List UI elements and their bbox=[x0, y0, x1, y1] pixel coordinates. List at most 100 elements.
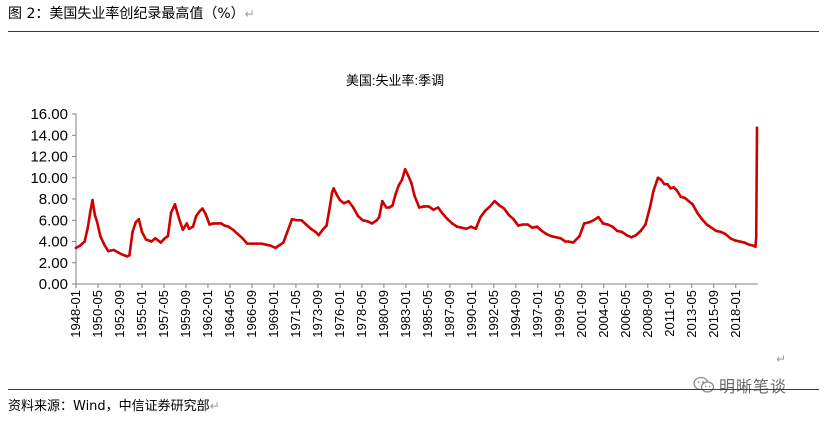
data-point bbox=[733, 239, 737, 242]
data-point bbox=[150, 240, 153, 243]
data-point bbox=[432, 208, 435, 211]
data-point bbox=[397, 183, 401, 187]
data-point bbox=[615, 229, 619, 233]
data-point bbox=[88, 211, 92, 215]
data-point bbox=[264, 243, 268, 246]
data-point bbox=[400, 178, 404, 182]
data-point bbox=[554, 235, 558, 239]
data-point bbox=[181, 228, 185, 232]
data-point bbox=[728, 237, 732, 240]
data-point bbox=[410, 181, 413, 185]
data-point bbox=[330, 191, 334, 194]
data-point bbox=[446, 217, 449, 221]
y-tick-label: 4.00 bbox=[39, 234, 68, 251]
data-point bbox=[361, 218, 365, 222]
data-point bbox=[564, 240, 567, 243]
data-point bbox=[696, 211, 699, 215]
data-point bbox=[394, 192, 397, 195]
data-point bbox=[102, 243, 106, 246]
data-point bbox=[498, 204, 501, 207]
data-point bbox=[134, 221, 137, 224]
data-point bbox=[754, 235, 758, 239]
data-point bbox=[743, 241, 746, 244]
data-point bbox=[630, 235, 633, 239]
data-point bbox=[679, 195, 683, 199]
data-point bbox=[545, 232, 548, 236]
x-tick-label: 1962-01 bbox=[200, 290, 215, 338]
data-point bbox=[611, 225, 614, 228]
x-tick-label: 1999-05 bbox=[552, 290, 567, 338]
data-point bbox=[488, 205, 492, 208]
x-axis-ticks: 1948-01 1950-05 1952-09 1955-01 1957-05 1959-… bbox=[68, 284, 743, 338]
data-points bbox=[74, 126, 759, 258]
data-point bbox=[582, 222, 586, 225]
data-point bbox=[474, 227, 478, 231]
data-point bbox=[738, 240, 742, 243]
data-point bbox=[648, 205, 652, 208]
data-point bbox=[245, 242, 249, 245]
x-tick-label: 1957-05 bbox=[156, 290, 171, 338]
data-point bbox=[274, 246, 277, 250]
data-point bbox=[208, 223, 211, 226]
x-tick-label: 1952-09 bbox=[112, 290, 127, 338]
data-point bbox=[724, 232, 727, 236]
data-point bbox=[526, 223, 529, 226]
y-axis-ticks: 0.00 2.00 4.00 6.00 8.00 10.00 12.00 14.00 16.00 bbox=[30, 106, 76, 293]
data-point bbox=[278, 243, 282, 246]
x-tick-label: 1990-01 bbox=[464, 290, 479, 338]
x-tick-label: 2006-05 bbox=[618, 290, 633, 338]
data-point bbox=[507, 213, 511, 217]
data-point bbox=[314, 230, 317, 234]
wechat-icon bbox=[693, 376, 715, 393]
data-point bbox=[535, 225, 539, 228]
x-tick-label: 1997-01 bbox=[530, 290, 545, 338]
x-tick-label: 1971-05 bbox=[288, 290, 303, 338]
data-point bbox=[479, 215, 482, 219]
data-point bbox=[450, 222, 454, 225]
y-tick-label: 0.00 bbox=[39, 276, 68, 293]
figure-title-text: 图 2：美国失业率创纪录最高值（%） bbox=[8, 6, 245, 22]
source-text: 资料来源：Wind，中信证券研究部 bbox=[8, 399, 210, 414]
data-point bbox=[177, 216, 181, 220]
data-point bbox=[304, 223, 308, 226]
source-note: 资料来源：Wind，中信证券研究部↵ bbox=[8, 397, 220, 416]
data-point bbox=[597, 215, 600, 219]
data-point bbox=[700, 217, 704, 221]
data-point bbox=[112, 248, 115, 252]
data-point bbox=[634, 233, 638, 237]
x-tick-label: 1994-09 bbox=[508, 290, 523, 338]
data-point bbox=[91, 198, 94, 202]
y-tick-label: 12.00 bbox=[30, 149, 68, 166]
data-point bbox=[290, 217, 294, 221]
data-point bbox=[120, 252, 123, 256]
data-point bbox=[567, 240, 570, 243]
data-point bbox=[687, 199, 690, 203]
figure-title: 图 2：美国失业率创纪录最高值（%）↵ bbox=[8, 5, 255, 23]
source-return-mark: ↵ bbox=[209, 399, 220, 413]
x-tick-label: 2004-01 bbox=[596, 290, 611, 338]
data-point bbox=[198, 209, 202, 212]
data-point bbox=[137, 217, 141, 221]
data-point bbox=[540, 229, 544, 233]
data-point bbox=[521, 223, 525, 226]
data-point bbox=[377, 215, 381, 219]
data-point bbox=[755, 126, 759, 130]
data-point bbox=[384, 206, 388, 209]
data-point bbox=[587, 221, 591, 224]
data-point bbox=[601, 222, 605, 225]
data-point bbox=[571, 241, 575, 244]
data-point bbox=[531, 226, 534, 229]
x-tick-label: 1969-01 bbox=[266, 290, 281, 338]
return-mark: ↵ bbox=[244, 7, 255, 21]
data-point bbox=[592, 218, 595, 222]
data-point bbox=[403, 167, 407, 171]
data-point bbox=[714, 229, 718, 233]
x-tick-label: 1976-01 bbox=[332, 290, 347, 338]
data-point bbox=[620, 230, 624, 234]
data-point bbox=[719, 230, 723, 234]
data-point bbox=[223, 224, 226, 227]
data-point bbox=[309, 227, 313, 231]
data-point bbox=[663, 182, 666, 186]
x-tick-label: 2001-09 bbox=[574, 290, 589, 338]
x-tick-label: 2008-09 bbox=[640, 290, 655, 338]
